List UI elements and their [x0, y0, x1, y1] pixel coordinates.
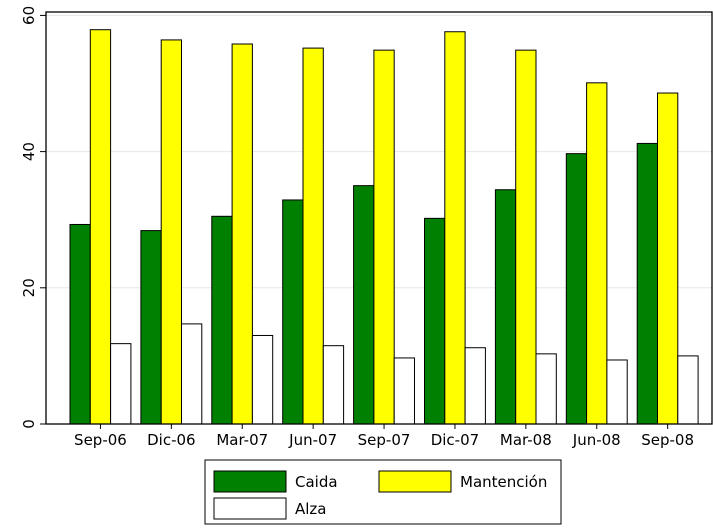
bar-mantenci-n	[444, 31, 466, 425]
bar-mantenci-n	[515, 49, 537, 425]
bar-alza	[322, 345, 345, 425]
bar-mantenci-n	[302, 47, 324, 425]
x-axis: Sep-06 Dic-06 Mar-07 Jun-07 Sep-07 Dic-07 Mar-…	[74, 424, 694, 449]
bar-caida	[565, 153, 588, 425]
bar-caida	[69, 223, 91, 425]
legend-label: Mantención	[460, 473, 547, 491]
bar-alza	[181, 323, 203, 425]
bars	[69, 29, 699, 425]
y-axis: 0 20 40 60	[20, 6, 46, 429]
bar-alza	[393, 357, 416, 425]
legend-swatch	[213, 497, 287, 520]
bar-caida	[353, 185, 375, 425]
y-tick-label: 0	[20, 419, 38, 429]
bar-caida	[424, 217, 446, 425]
bar-mantenci-n	[373, 49, 395, 425]
x-tick-label: Jun-08	[572, 431, 621, 449]
x-tick-label: Mar-07	[216, 431, 268, 449]
plot-frame	[45, 11, 713, 425]
legend: Caida Mantención Alza	[204, 459, 562, 525]
x-tick-label: Dic-07	[431, 431, 479, 449]
bar-caida	[494, 189, 517, 425]
legend-label: Caida	[295, 473, 338, 491]
bar-alza	[677, 355, 699, 425]
legend-swatch	[378, 470, 452, 493]
y-tick-label: 60	[20, 6, 38, 25]
legend-label: Alza	[295, 500, 327, 518]
bar-alza	[251, 334, 274, 425]
bar-alza	[464, 347, 486, 425]
bar-mantenci-n	[231, 43, 253, 425]
bar-mantenci-n	[657, 92, 679, 425]
bar-caida	[140, 230, 162, 425]
bar-mantenci-n	[160, 39, 182, 425]
bar-alza	[535, 353, 557, 425]
bar-alza	[110, 343, 132, 425]
x-tick-label: Mar-08	[500, 431, 552, 449]
x-tick-label: Sep-08	[641, 431, 694, 449]
bar-caida	[282, 199, 304, 425]
bar-mantenci-n	[586, 82, 608, 425]
bar-alza	[606, 359, 628, 425]
legend-swatch	[213, 470, 287, 493]
x-tick-label: Sep-07	[358, 431, 411, 449]
bar-caida	[211, 215, 233, 425]
y-tick-label: 20	[20, 278, 38, 297]
y-tick-label: 40	[20, 142, 38, 161]
x-tick-label: Sep-06	[74, 431, 127, 449]
bar-mantenci-n	[89, 29, 112, 425]
x-tick-label: Jun-07	[288, 431, 337, 449]
x-tick-label: Dic-06	[147, 431, 195, 449]
bar-caida	[636, 142, 659, 425]
